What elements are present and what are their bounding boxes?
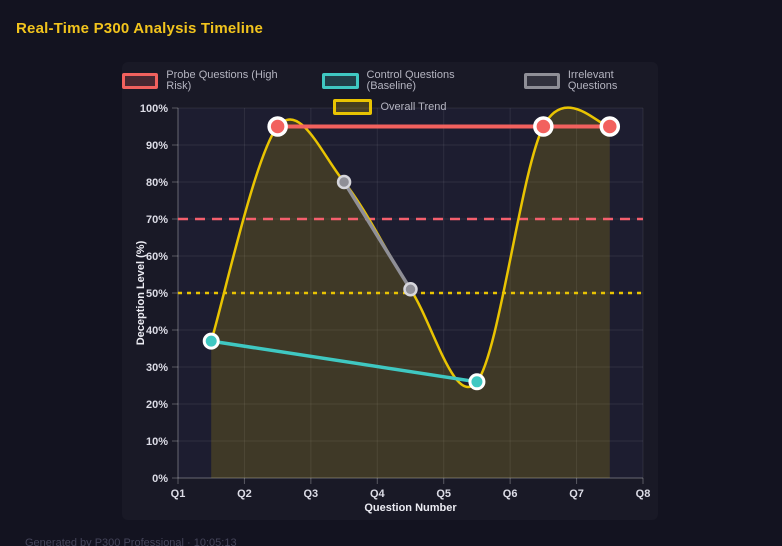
y-tick-label: 20% — [146, 399, 168, 411]
y-tick-label: 70% — [146, 214, 168, 226]
x-tick-label: Q7 — [569, 488, 584, 500]
legend-label: Control Questions (Baseline) — [366, 69, 455, 92]
y-axis-title: Deception Level (%) — [135, 240, 147, 346]
control-questions-baseline-line — [209, 339, 479, 384]
legend-item-control-questions-baseline[interactable]: Control Questions (Baseline) — [322, 70, 495, 92]
irrelevant-questions-point[interactable] — [336, 174, 352, 190]
probe-questions-high-risk-point[interactable] — [533, 116, 554, 137]
legend-label: Overall Trend — [380, 100, 447, 113]
x-tick-label: Q4 — [370, 488, 386, 500]
legend-swatch-icon — [322, 73, 359, 89]
y-tick-label: 30% — [146, 362, 168, 374]
probe-questions-high-risk-point[interactable] — [267, 116, 288, 137]
gridlines: Q1 Q2 Q3 Q4 Q5 Q6 Q7 Q8 0% 10% 20% 30% 40% 50% 60% 70% 8… — [140, 103, 650, 500]
irrelevant-questions-point[interactable] — [403, 282, 418, 297]
chart-panel: Probe Questions (High Risk) Control Quest… — [122, 62, 658, 520]
legend-row: Overall Trend — [333, 99, 447, 115]
page-title: Real-Time P300 Analysis Timeline — [16, 20, 264, 37]
irrelevant-questions-line — [342, 180, 413, 292]
footer-note: Generated by P300 Professional · 10:05:1… — [25, 537, 237, 546]
x-tick-label: Q2 — [237, 488, 252, 500]
probe-questions-high-risk-point[interactable] — [599, 116, 621, 137]
y-tick-label: 60% — [146, 251, 168, 263]
legend-item-irrelevant-questions[interactable]: Irrelevant Questions — [523, 69, 658, 92]
legend-swatch-icon — [523, 73, 560, 89]
x-axis-title: Question Number — [364, 502, 457, 514]
legend-label: Irrelevant Questions — [567, 69, 618, 92]
legend-item-overall-trend[interactable]: Overall Trend — [333, 99, 447, 115]
y-tick-label: 0% — [152, 473, 168, 485]
y-tick-label: 10% — [146, 436, 168, 448]
x-tick-label: Q5 — [436, 488, 451, 500]
legend-item-probe-questions-high-risk[interactable]: Probe Questions (High Risk) — [122, 70, 294, 92]
y-tick-label: 90% — [146, 140, 168, 152]
legend-swatch-icon — [333, 99, 373, 115]
chart-svg[interactable]: Q1 Q2 Q3 Q4 Q5 Q6 Q7 Q8 0% 10% 20% 30% 40% 50% 60% 70% 8… — [122, 62, 658, 520]
legend-row: Probe Questions (High Risk) Control Quest… — [122, 70, 658, 92]
x-tick-label: Q8 — [636, 488, 651, 500]
legend-swatch-icon — [122, 73, 159, 89]
y-tick-label: 100% — [140, 103, 168, 115]
x-tick-label: Q3 — [304, 488, 319, 500]
y-tick-label: 50% — [146, 288, 168, 300]
y-tick-label: 80% — [146, 177, 168, 189]
control-questions-baseline-point[interactable] — [202, 332, 220, 350]
y-tick-label: 40% — [146, 325, 168, 337]
x-tick-label: Q6 — [503, 488, 518, 500]
x-tick-label: Q1 — [171, 488, 186, 500]
legend-label: Probe Questions (High Risk) — [166, 69, 278, 92]
control-questions-baseline-point[interactable] — [468, 373, 486, 391]
chart-legend: Probe Questions (High Risk) Control Quest… — [122, 70, 658, 115]
